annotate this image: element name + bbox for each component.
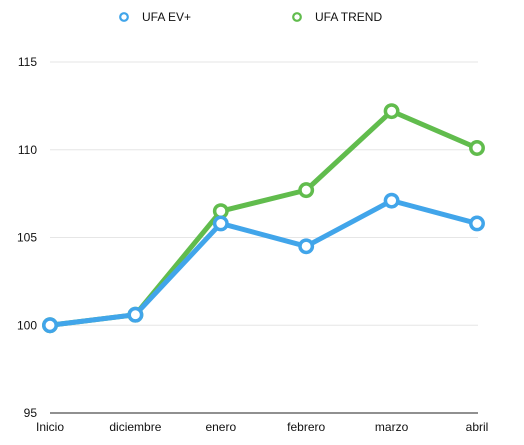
- data-point: [298, 182, 315, 199]
- x-tick-label: enero: [205, 420, 236, 434]
- y-tick-label: 115: [18, 55, 37, 69]
- y-tick-label: 100: [17, 318, 37, 332]
- data-point: [469, 215, 485, 232]
- series-line: [47, 198, 480, 328]
- x-tick-label: diciembre: [109, 420, 161, 434]
- series-line: [47, 108, 480, 328]
- x-tick-label: Inicio: [36, 420, 64, 434]
- data-point: [212, 215, 229, 232]
- data-point: [298, 238, 315, 255]
- legend-label: UFA TREND: [315, 10, 382, 24]
- data-point: [127, 306, 144, 323]
- legend-marker-icon: [119, 12, 129, 22]
- data-point: [469, 140, 485, 156]
- data-point: [383, 192, 400, 209]
- legend-marker-icon: [292, 12, 302, 22]
- y-tick-label: 105: [17, 231, 37, 245]
- legend-label: UFA EV+: [142, 10, 191, 24]
- y-tick-label: 95: [24, 406, 38, 420]
- data-point: [42, 317, 58, 334]
- x-tick-label: marzo: [375, 420, 409, 434]
- x-tick-label: abril: [466, 420, 489, 434]
- x-tick-label: febrero: [287, 420, 325, 434]
- y-tick-label: 110: [18, 143, 37, 157]
- data-point: [383, 103, 400, 120]
